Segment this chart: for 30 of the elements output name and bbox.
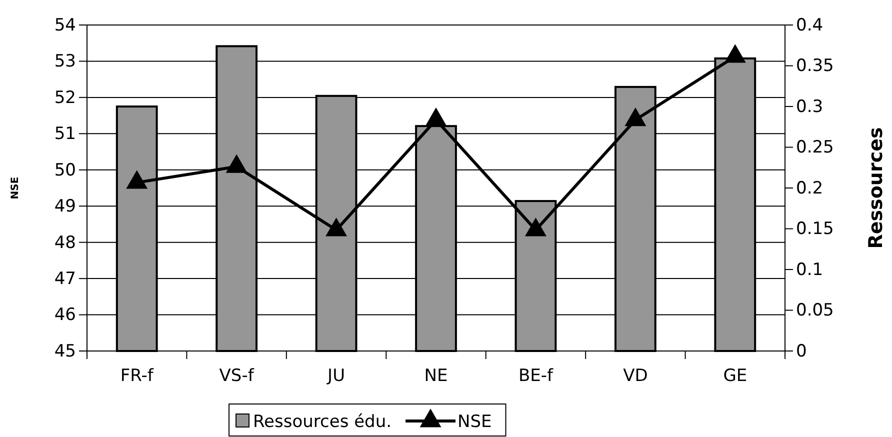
y2-tick-label: 0.15 — [796, 219, 834, 240]
x-tick-label: GE — [723, 366, 748, 386]
x-tick-label: BE-f — [518, 366, 554, 386]
y-axis-title: NSE — [10, 176, 21, 200]
y-tick-label: 45 — [54, 341, 76, 362]
y-tick-label: 50 — [54, 160, 76, 180]
y2-tick-label: 0.25 — [796, 138, 834, 158]
y2-tick-label: 0.1 — [796, 260, 824, 280]
y2-tick-label: 0.2 — [796, 178, 824, 198]
x-tick-label: FR-f — [120, 366, 154, 386]
y-tick-label: 51 — [54, 124, 76, 144]
x-tick-label: VS-f — [219, 366, 255, 386]
y2-tick-label: 0.05 — [796, 300, 834, 321]
y-tick-label: 46 — [54, 305, 76, 326]
y2-tick-label: 0 — [796, 341, 807, 362]
x-tick-label: JU — [326, 366, 346, 386]
y2-axis-title: Ressources — [865, 127, 887, 249]
y-tick-label: 47 — [54, 268, 76, 289]
y-tick-label: 52 — [54, 88, 76, 108]
y-tick-label: 49 — [54, 196, 76, 217]
y-tick-label: 48 — [54, 232, 76, 253]
y-tick-label: 53 — [54, 52, 76, 72]
y-tick-label: 54 — [54, 15, 76, 36]
legend-label: Ressources édu. — [253, 412, 392, 432]
y2-tick-label: 0.35 — [796, 56, 834, 76]
x-tick-label: NE — [424, 366, 448, 386]
legend-label: NSE — [458, 412, 492, 432]
y2-tick-label: 0.3 — [796, 96, 824, 117]
x-tick-label: VD — [623, 366, 648, 386]
y2-tick-label: 0.4 — [796, 15, 824, 36]
